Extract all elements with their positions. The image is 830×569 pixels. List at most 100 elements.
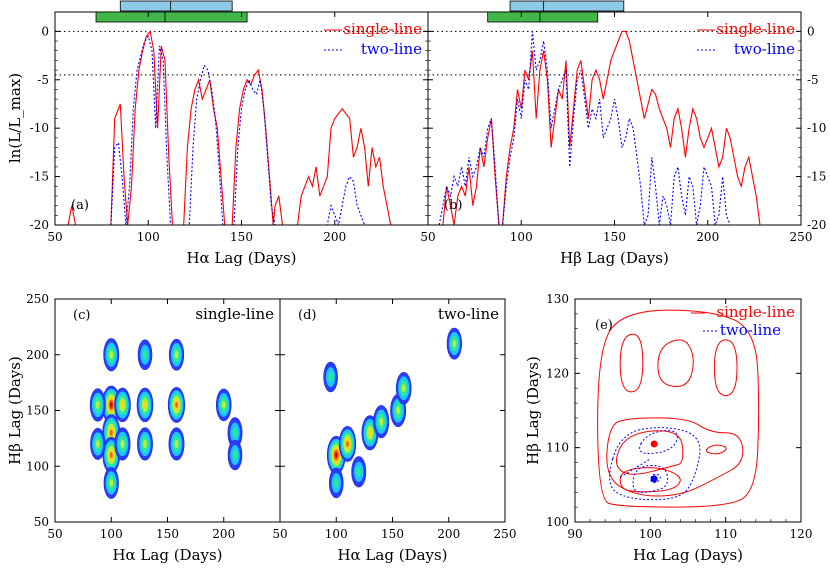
x-axis-label: Hβ Lag (Days) bbox=[560, 249, 669, 267]
x-tick-label: 100 bbox=[100, 527, 123, 541]
x-tick-label: 200 bbox=[437, 527, 460, 541]
x-axis-label: Hα Lag (Days) bbox=[337, 546, 447, 564]
contour-two-line bbox=[650, 473, 661, 484]
x-tick-label: 200 bbox=[212, 527, 235, 541]
y-tick-label: 100 bbox=[26, 459, 49, 473]
y-tick-label: 150 bbox=[26, 404, 49, 418]
panel-title: single-line bbox=[195, 305, 274, 323]
contour-single-line bbox=[597, 309, 760, 508]
heat-blob bbox=[109, 452, 113, 459]
panel-label: (e) bbox=[595, 318, 613, 333]
heat-blob bbox=[232, 427, 238, 438]
panel-label: (b) bbox=[444, 198, 462, 213]
heat-blob bbox=[95, 400, 100, 409]
series-two-line bbox=[438, 31, 742, 225]
y-tick-label: 200 bbox=[26, 348, 49, 362]
contour-single-line bbox=[606, 417, 744, 497]
heat-blob bbox=[346, 441, 349, 447]
x-axis-label: Hα Lag (Days) bbox=[112, 546, 222, 564]
x-tick-label: 100 bbox=[325, 527, 348, 541]
legend-label: two-line bbox=[361, 40, 422, 58]
contour-two-line bbox=[639, 430, 678, 454]
contour-single-line bbox=[615, 430, 684, 475]
panel-a: 50 100 150 200 0 -5 -10 -15 -20 (a) single-line two… bbox=[6, 0, 429, 267]
contour-two-line bbox=[632, 464, 669, 493]
heat-blob bbox=[328, 372, 333, 383]
heat-blob bbox=[142, 349, 148, 360]
contour-single-line bbox=[619, 333, 644, 393]
x-tick-label: 200 bbox=[696, 230, 719, 244]
contour-two-line bbox=[609, 427, 701, 501]
heat-blob bbox=[174, 350, 179, 359]
legend-label: two-line bbox=[734, 40, 795, 58]
heat-blob bbox=[356, 466, 362, 477]
x-axis-label: Hα Lag (Days) bbox=[633, 546, 743, 564]
y-tick-label: -15 bbox=[30, 170, 49, 184]
heat-blob bbox=[368, 429, 372, 437]
y-tick-label: -15 bbox=[807, 170, 826, 184]
y-tick-label: -20 bbox=[30, 218, 49, 232]
y-axis-label: Hβ Lag (Days) bbox=[524, 356, 542, 465]
legend-label: single-line bbox=[343, 20, 422, 38]
heat-blob bbox=[109, 429, 113, 436]
y-tick-label: -10 bbox=[807, 121, 826, 135]
x-tick-label: 150 bbox=[230, 230, 253, 244]
heat-blob bbox=[143, 401, 147, 409]
contour-two-line bbox=[619, 458, 651, 478]
x-tick-label: 50 bbox=[272, 527, 287, 541]
y-tick-label: 120 bbox=[546, 366, 569, 380]
x-tick-label: 250 bbox=[494, 527, 517, 541]
heat-blob bbox=[143, 439, 147, 449]
contour-single-line bbox=[619, 467, 681, 493]
heat-blob bbox=[109, 350, 114, 359]
x-tick-label: 110 bbox=[714, 527, 737, 541]
heat-blob bbox=[232, 450, 238, 461]
x-tick-label: 250 bbox=[790, 230, 813, 244]
panel-label: (d) bbox=[298, 308, 316, 323]
heat-blob bbox=[221, 400, 226, 409]
x-tick-label: 150 bbox=[156, 527, 179, 541]
contour-single-line bbox=[705, 444, 727, 455]
legend-label: single-line bbox=[716, 303, 795, 321]
heat-blob bbox=[333, 477, 339, 488]
x-tick-label: 100 bbox=[137, 230, 160, 244]
contour-single-line bbox=[657, 339, 694, 388]
heat-blob bbox=[120, 401, 125, 409]
panel-e: 90 100 110 120100110120130(e)single-linetwo… bbox=[524, 292, 812, 564]
x-tick-label: 120 bbox=[790, 527, 813, 541]
y-tick-label: 130 bbox=[546, 292, 569, 306]
series-single-line bbox=[67, 30, 395, 225]
plot-area bbox=[55, 30, 428, 225]
legend-label: single-line bbox=[716, 20, 795, 38]
heat-blob bbox=[175, 401, 178, 408]
y-tick-label: -20 bbox=[807, 218, 826, 232]
x-axis-label: Hα Lag (Days) bbox=[186, 249, 296, 267]
x-tick-label: 90 bbox=[567, 527, 582, 541]
panel-b: 50 100 150 200 250 0 -5 -10 -15 -20 (b) single-line… bbox=[420, 0, 826, 267]
heat-blob bbox=[95, 440, 100, 448]
heat-blob bbox=[334, 452, 338, 458]
interval-bar bbox=[487, 11, 599, 23]
heat-blob bbox=[174, 439, 179, 449]
heat-blob bbox=[120, 439, 125, 449]
y-tick-label: 0 bbox=[41, 24, 49, 38]
x-tick-label: 50 bbox=[47, 527, 62, 541]
heat-blob bbox=[109, 402, 113, 408]
series-single-line bbox=[439, 30, 764, 225]
panel-d: 50 100 150 200 250 (d) two-line Hα Lag (Days) bbox=[272, 298, 517, 564]
x-tick-label: 150 bbox=[603, 230, 626, 244]
x-tick-label: 100 bbox=[639, 527, 662, 541]
panel-label: (a) bbox=[71, 198, 89, 213]
panel-title: two-line bbox=[438, 305, 499, 323]
y-tick-label: 0 bbox=[807, 24, 815, 38]
y-tick-label: 110 bbox=[546, 441, 569, 455]
axes-frame bbox=[574, 298, 802, 523]
y-tick-label: -10 bbox=[30, 121, 49, 135]
x-tick-label: 100 bbox=[510, 230, 533, 244]
x-tick-label: 50 bbox=[47, 230, 62, 244]
plot-area bbox=[89, 338, 243, 499]
peak-marker bbox=[650, 475, 658, 483]
peak-marker bbox=[650, 440, 658, 448]
y-tick-label: -5 bbox=[37, 73, 49, 87]
